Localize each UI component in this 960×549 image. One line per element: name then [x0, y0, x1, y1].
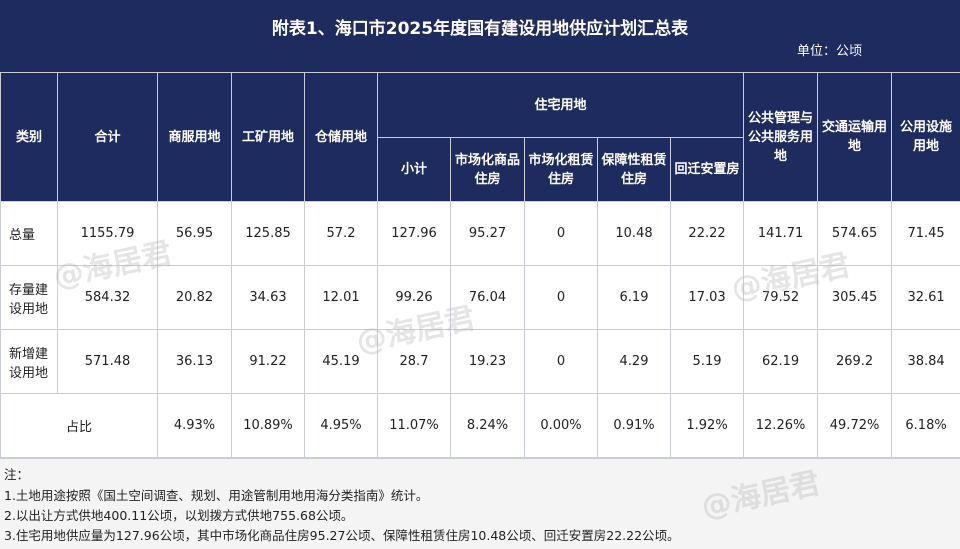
table-cell: 4.29 [598, 330, 671, 394]
header-category: 类别 [1, 73, 58, 202]
table-cell: 10.89% [232, 394, 305, 458]
header-market-rental: 市场化租赁住房 [525, 138, 598, 202]
title-bar: 附表1、海口市2025年度国有建设用地供应计划汇总表 单位：公顷 [0, 0, 960, 72]
table-cell: 141.71 [744, 202, 818, 266]
header-affordable-rental: 保障性租赁住房 [598, 138, 671, 202]
table-cell: 6.18% [892, 394, 960, 458]
table-cell: 20.82 [158, 266, 232, 330]
table-cell: 11.07% [378, 394, 451, 458]
table-cell: 574.65 [818, 202, 892, 266]
table-cell: 79.52 [744, 266, 818, 330]
table-cell: 0 [525, 330, 598, 394]
supply-plan-table: 类别 合计 商服用地 工矿用地 仓储用地 住宅用地 公共管理与公共服务用地 交通… [0, 72, 960, 458]
table-cell: 571.48 [58, 330, 158, 394]
unit-label: 单位：公顷 [797, 40, 862, 59]
table-cell: 56.95 [158, 202, 232, 266]
table-cell: 6.19 [598, 266, 671, 330]
table-cell: 57.2 [305, 202, 378, 266]
table-cell: 4.93% [158, 394, 232, 458]
table-cell: 62.19 [744, 330, 818, 394]
table-cell: 28.7 [378, 330, 451, 394]
ratio-label: 占比 [1, 394, 158, 458]
table-cell: 99.26 [378, 266, 451, 330]
table-cell: 125.85 [232, 202, 305, 266]
table-cell: 91.22 [232, 330, 305, 394]
table-cell: 584.32 [58, 266, 158, 330]
table-cell: 5.19 [671, 330, 744, 394]
table-row-total: 总量 1155.79 56.95 125.85 57.2 127.96 95.2… [1, 202, 960, 266]
table-cell: 19.23 [451, 330, 525, 394]
row-label: 总量 [1, 202, 58, 266]
header-commercial: 商服用地 [158, 73, 232, 202]
table-cell: 36.13 [158, 330, 232, 394]
header-market-housing: 市场化商品住房 [451, 138, 525, 202]
table-cell: 1155.79 [58, 202, 158, 266]
note-item: 2.以出让方式供地400.11公顷，以划拨方式供地755.68公顷。 [4, 505, 353, 524]
table-cell: 17.03 [671, 266, 744, 330]
header-industrial: 工矿用地 [232, 73, 305, 202]
table-cell: 12.01 [305, 266, 378, 330]
table-row-new: 新增建设用地 571.48 36.13 91.22 45.19 28.7 19.… [1, 330, 960, 394]
table-cell: 0 [525, 202, 598, 266]
header-total: 合计 [58, 73, 158, 202]
table-cell: 269.2 [818, 330, 892, 394]
notes-heading: 注： [4, 464, 29, 483]
row-label: 存量建设用地 [1, 266, 58, 330]
header-resettlement: 回迁安置房 [671, 138, 744, 202]
table-cell: 49.72% [818, 394, 892, 458]
table-cell: 32.61 [892, 266, 960, 330]
table-cell: 95.27 [451, 202, 525, 266]
table-cell: 8.24% [451, 394, 525, 458]
table-cell: 0.91% [598, 394, 671, 458]
header-residential: 住宅用地 [378, 73, 744, 138]
table-cell: 76.04 [451, 266, 525, 330]
header-public-service: 公共管理与公共服务用地 [744, 73, 818, 202]
table-cell: 1.92% [671, 394, 744, 458]
header-utilities: 公用设施用地 [892, 73, 960, 202]
table-cell: 305.45 [818, 266, 892, 330]
page-title: 附表1、海口市2025年度国有建设用地供应计划汇总表 [0, 14, 960, 39]
table-row-existing: 存量建设用地 584.32 20.82 34.63 12.01 99.26 76… [1, 266, 960, 330]
table-cell: 0 [525, 266, 598, 330]
header-transport: 交通运输用地 [818, 73, 892, 202]
table-cell: 127.96 [378, 202, 451, 266]
note-item: 1.土地用途按照《国土空间调查、规划、用途管制用地用海分类指南》统计。 [4, 485, 428, 504]
table-cell: 22.22 [671, 202, 744, 266]
table-cell: 0.00% [525, 394, 598, 458]
table-cell: 71.45 [892, 202, 960, 266]
notes-section: 注： 1.土地用途按照《国土空间调查、规划、用途管制用地用海分类指南》统计。 2… [0, 458, 960, 549]
header-storage: 仓储用地 [305, 73, 378, 202]
header-subtotal: 小计 [378, 138, 451, 202]
table-cell: 10.48 [598, 202, 671, 266]
table-cell: 4.95% [305, 394, 378, 458]
row-label: 新增建设用地 [1, 330, 58, 394]
table-cell: 34.63 [232, 266, 305, 330]
table-row-ratio: 占比 4.93% 10.89% 4.95% 11.07% 8.24% 0.00%… [1, 394, 960, 458]
table-cell: 38.84 [892, 330, 960, 394]
table-cell: 12.26% [744, 394, 818, 458]
table-cell: 45.19 [305, 330, 378, 394]
note-item: 3.住宅用地供应量为127.96公顷，其中市场化商品住房95.27公顷、保障性租… [4, 525, 680, 544]
